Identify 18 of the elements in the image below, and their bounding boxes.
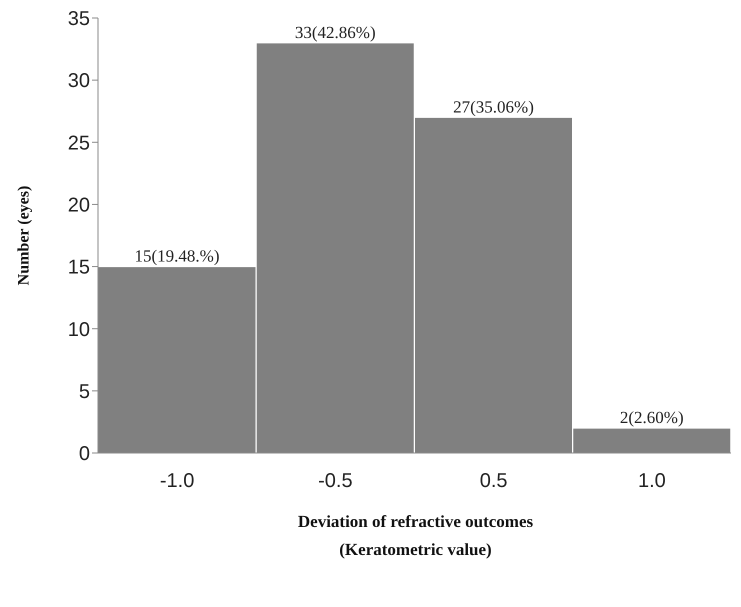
data-label: 27(35.06%) xyxy=(453,97,534,116)
y-tick-label: 5 xyxy=(78,380,90,403)
x-tick-label: 0.5 xyxy=(480,470,508,492)
y-tick-label: 20 xyxy=(68,194,90,217)
data-label: 2(2.60%) xyxy=(620,408,684,428)
x-tick-label: 1.0 xyxy=(638,470,666,492)
y-tick-label: 35 xyxy=(68,8,90,30)
y-axis-title: Number (eyes) xyxy=(16,186,33,286)
x-axis-title: Deviation of refractive outcomes (Keratometric value) xyxy=(296,511,534,561)
data-label: 15(19.48.%) xyxy=(134,246,220,266)
x-tick-label: -0.5 xyxy=(318,470,353,492)
y-tick-label: 15 xyxy=(68,256,90,279)
x-tick-label: -1.0 xyxy=(160,470,194,492)
y-tick-label: 0 xyxy=(78,443,90,466)
y-tick-label: 25 xyxy=(68,132,90,154)
data-label: 33(42.86%) xyxy=(294,22,376,42)
y-tick-label: 30 xyxy=(68,70,90,92)
y-tick-label: 10 xyxy=(68,318,90,341)
